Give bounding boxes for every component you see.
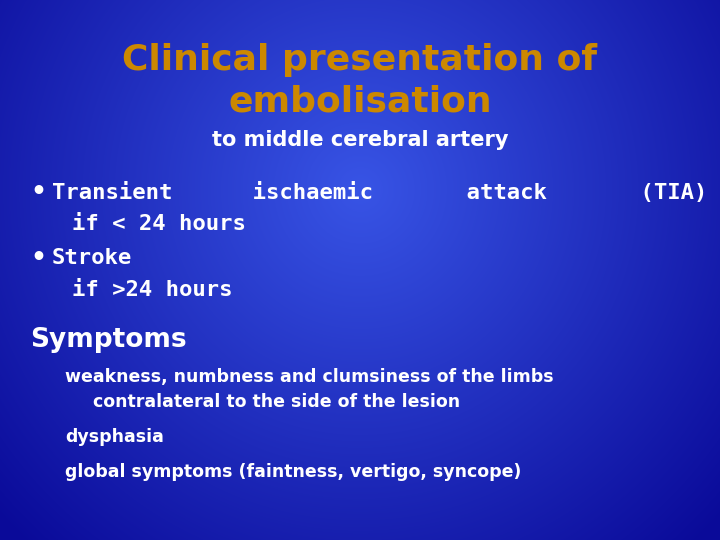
Text: if >24 hours: if >24 hours: [72, 280, 233, 300]
Text: Transient      ischaemic       attack       (TIA): Transient ischaemic attack (TIA): [52, 181, 707, 202]
Text: weakness, numbness and clumsiness of the limbs: weakness, numbness and clumsiness of the…: [65, 368, 554, 386]
Text: contralateral to the side of the lesion: contralateral to the side of the lesion: [75, 393, 460, 411]
Text: dysphasia: dysphasia: [65, 428, 164, 446]
Text: to middle cerebral artery: to middle cerebral artery: [212, 130, 508, 150]
Text: global symptoms (faintness, vertigo, syncope): global symptoms (faintness, vertigo, syn…: [65, 463, 521, 481]
Text: Symptoms: Symptoms: [30, 327, 186, 353]
Text: embolisation: embolisation: [228, 85, 492, 119]
Text: Clinical presentation of: Clinical presentation of: [122, 43, 598, 77]
Text: •: •: [30, 180, 46, 204]
Text: •: •: [30, 246, 46, 270]
Text: if < 24 hours: if < 24 hours: [72, 214, 246, 234]
Text: Stroke: Stroke: [52, 248, 132, 268]
